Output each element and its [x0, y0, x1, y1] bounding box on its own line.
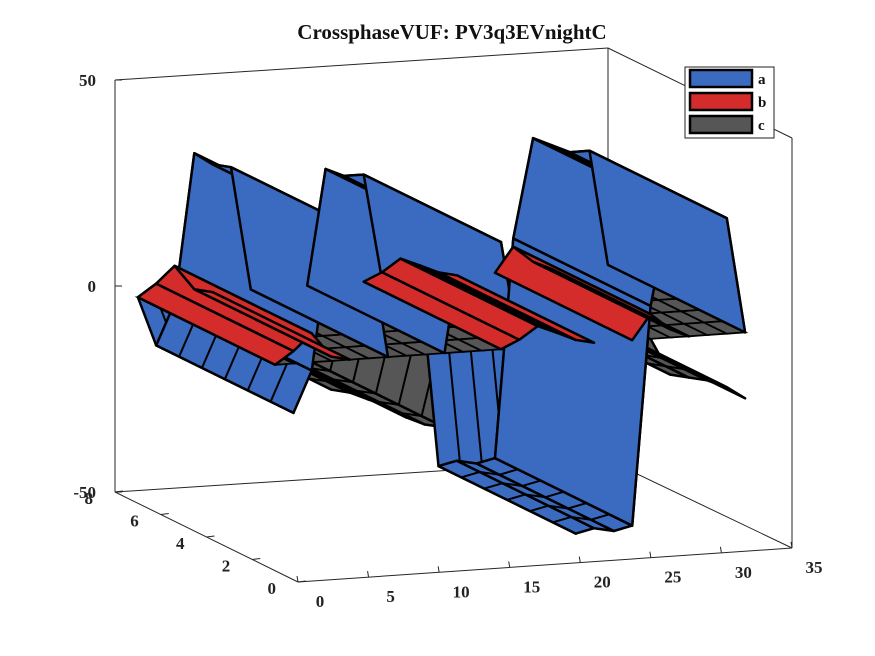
x-tick-label: 0: [316, 592, 325, 611]
series-a-mesh-line: [522, 479, 541, 487]
box-edge: [607, 459, 793, 549]
series-a-mesh-line: [544, 490, 564, 499]
x-tick-mark: [437, 566, 440, 573]
legend-swatch-a: [688, 68, 754, 89]
box-edge: [297, 547, 793, 583]
y-tick-mark: [297, 580, 307, 583]
y-tick-label: 8: [85, 489, 94, 508]
legend: abc: [684, 66, 775, 139]
x-tick-mark: [508, 561, 511, 568]
z-tick-label: 0: [88, 277, 97, 296]
x-tick-mark: [719, 546, 722, 553]
x-tick-mark: [790, 541, 793, 549]
y-tick-label: 2: [222, 557, 231, 576]
series-a-mesh-line: [269, 358, 290, 403]
x-tick-label: 30: [735, 563, 752, 582]
series-b-front: [136, 245, 690, 367]
series-a-peak: [588, 149, 747, 334]
z-tick-label: 50: [79, 71, 96, 90]
legend-label-c: c: [758, 118, 765, 134]
series-a-mesh-line: [483, 482, 503, 490]
y-tick-mark: [252, 558, 261, 560]
x-tick-label: 25: [664, 568, 681, 587]
x-tick-mark: [649, 551, 652, 558]
box-edge: [114, 47, 609, 81]
x-tick-mark: [578, 556, 581, 563]
series-a-mesh-line: [499, 468, 519, 476]
x-tick-mark: [367, 571, 370, 578]
x-tick-label: 15: [523, 577, 540, 596]
x-tick-mark: [296, 575, 299, 583]
legend-label-a: a: [758, 72, 766, 88]
x-tick-label: 20: [594, 573, 611, 592]
y-tick-label: 0: [268, 579, 277, 598]
y-tick-mark: [206, 535, 215, 538]
legend-swatch-c: [688, 114, 754, 135]
y-tick-label: 4: [176, 534, 185, 553]
series-c-mesh-line: [680, 363, 700, 377]
chart-title: CrossphaseVUF: PV3q3EVnightC: [297, 20, 606, 44]
y-tick-mark: [160, 513, 169, 515]
series-b-peak: [193, 287, 352, 361]
surface-layer: [134, 136, 749, 535]
series-b-peak: [531, 260, 690, 338]
series-a-mesh-line: [552, 515, 572, 524]
series-c-mesh-line: [657, 352, 678, 366]
axes-box: [114, 47, 793, 583]
series-c-mesh-line: [703, 375, 723, 388]
series-b-peak: [437, 271, 596, 345]
series-a-mesh-line: [529, 504, 549, 513]
x-tick-label: 10: [453, 582, 470, 601]
legend-label-b: b: [758, 95, 766, 111]
tick-layer: 0 5 10 15 20 25 30 35 0 2 4 6 8-50 0 50: [73, 71, 822, 611]
series-a-mesh-line: [506, 493, 526, 501]
series-a-mesh-line: [461, 470, 481, 479]
series-a-mesh-line: [590, 513, 610, 521]
y-tick-label: 6: [130, 512, 139, 531]
series-a-mesh-line: [567, 502, 587, 510]
z-tick-label: -50: [73, 483, 96, 502]
legend-swatch-b: [688, 91, 754, 112]
x-tick-label: 35: [806, 558, 823, 577]
x-tick-label: 5: [386, 587, 395, 606]
